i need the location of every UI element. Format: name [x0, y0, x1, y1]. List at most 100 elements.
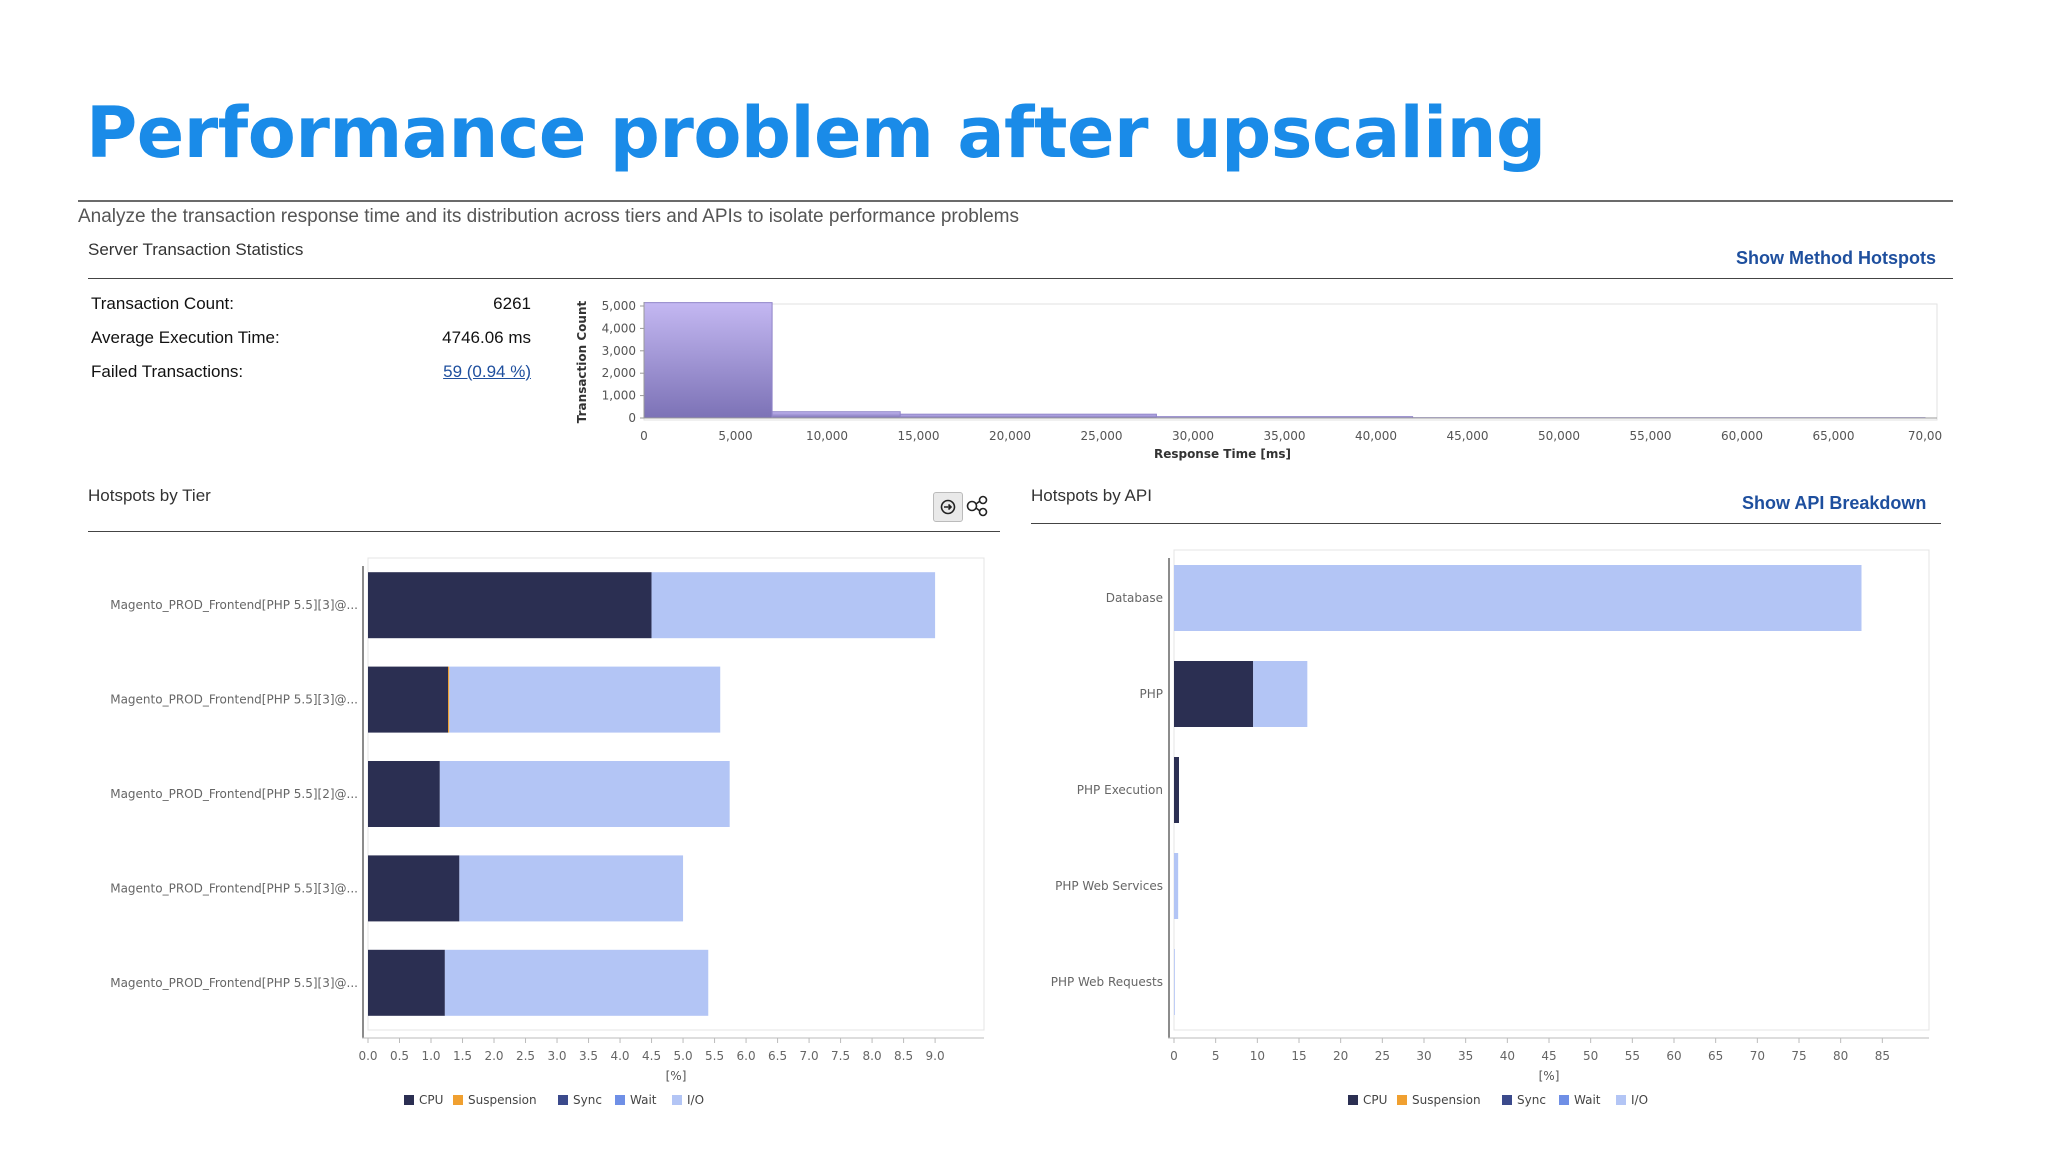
tier-flow-icon[interactable]: [964, 492, 992, 520]
histogram-bar: [771, 411, 901, 419]
x-tick-label: 45,000: [1447, 429, 1489, 443]
x-tick-label: 2.0: [484, 1049, 503, 1063]
category-label: PHP Execution: [1077, 783, 1163, 797]
bar-cpu: [368, 572, 652, 639]
x-tick-label: 40: [1500, 1049, 1515, 1063]
x-tick-label: 80: [1833, 1049, 1848, 1063]
x-tick-label: 25,000: [1081, 429, 1123, 443]
stats-table: Transaction Count: 6261 Average Executio…: [91, 294, 531, 396]
bar-cpu: [368, 949, 445, 1016]
server-stats-label: Server Transaction Statistics: [88, 240, 304, 259]
legend-label: Wait: [1574, 1093, 1601, 1107]
bar-io: [1253, 661, 1308, 727]
legend-label: Wait: [630, 1093, 657, 1107]
bar-cpu: [368, 761, 440, 827]
legend-swatch: [1397, 1095, 1407, 1105]
stat-label: Transaction Count:: [91, 294, 234, 313]
x-tick-label: 20,000: [989, 429, 1031, 443]
bar-io: [1174, 565, 1862, 631]
bar-io: [449, 666, 721, 733]
category-label: Magento_PROD_Frontend[PHP 5.5][3]@...: [110, 976, 358, 990]
legend-label: CPU: [419, 1093, 443, 1107]
legend-swatch: [1559, 1095, 1569, 1105]
legend-swatch: [558, 1095, 568, 1105]
category-label: Magento_PROD_Frontend[PHP 5.5][3]@...: [110, 693, 358, 707]
x-tick-label: 65: [1708, 1049, 1723, 1063]
hotspots-api-divider: [1031, 523, 1941, 524]
category-label: Magento_PROD_Frontend[PHP 5.5][2]@...: [110, 787, 358, 801]
x-tick-label: 40,000: [1355, 429, 1397, 443]
stat-value: 4746.06 ms: [442, 328, 531, 347]
x-tick-label: 1.0: [421, 1049, 440, 1063]
x-tick-label: 5.0: [674, 1049, 693, 1063]
bar-cpu: [1174, 661, 1254, 727]
x-tick-label: 50,000: [1538, 429, 1580, 443]
x-tick-label: 5.5: [705, 1049, 724, 1063]
x-tick-label: 5,000: [718, 429, 752, 443]
x-tick-label: 6.5: [768, 1049, 787, 1063]
legend-label: CPU: [1363, 1093, 1387, 1107]
bar-io: [1174, 949, 1175, 1015]
hotspots-by-tier-chart: Magento_PROD_Frontend[PHP 5.5][3]@... Mag…: [110, 557, 985, 1107]
stat-value: 6261: [493, 294, 531, 313]
y-tick-label: 4,000: [602, 321, 636, 335]
legend-swatch: [615, 1095, 625, 1105]
legend-swatch: [453, 1095, 463, 1105]
y-axis-label: Transaction Count: [575, 301, 589, 424]
x-tick-label: 10: [1250, 1049, 1265, 1063]
response-time-histogram: 5,000 4,000 3,000 2,000 1,000 00 5,000 10,000 15…: [575, 299, 1942, 461]
tier-view-toggle-icon[interactable]: [933, 492, 963, 522]
bar-cpu: [1174, 757, 1179, 823]
y-tick-label: 1,000: [602, 389, 636, 403]
x-tick-label: 70,00: [1908, 429, 1942, 443]
x-tick-label: 75: [1791, 1049, 1806, 1063]
legend-swatch: [1502, 1095, 1512, 1105]
x-tick-label: 70: [1750, 1049, 1765, 1063]
legend-label: I/O: [1631, 1093, 1648, 1107]
chart-legend: CPU Suspension Sync Wait I/O: [404, 1093, 704, 1107]
y-tick-label: 3,000: [602, 344, 636, 358]
bar-cpu: [368, 666, 449, 733]
category-label: PHP Web Requests: [1051, 975, 1163, 989]
stat-label: Failed Transactions:: [91, 362, 244, 381]
x-tick-label: 0: [640, 429, 648, 443]
x-tick-label: 8.5: [894, 1049, 913, 1063]
page-title: Performance problem after upscaling: [86, 92, 1546, 174]
hotspots-by-api-chart: Database PHP PHP Execution PHP Web Services…: [1051, 549, 1930, 1107]
bar-io: [1174, 853, 1179, 919]
x-tick-label: 0: [1170, 1049, 1178, 1063]
x-tick-label: 5: [1212, 1049, 1220, 1063]
x-tick-label: 25: [1375, 1049, 1390, 1063]
legend-swatch: [1616, 1095, 1626, 1105]
x-tick-label: 2.5: [516, 1049, 535, 1063]
x-tick-label: 6.0: [737, 1049, 756, 1063]
x-tick-label: 35,000: [1264, 429, 1306, 443]
x-tick-label: 45: [1541, 1049, 1556, 1063]
legend-swatch: [1348, 1095, 1358, 1105]
legend-label: Sync: [1517, 1093, 1546, 1107]
histogram-bar: [643, 302, 773, 419]
failed-transactions-link[interactable]: 59 (0.94 %): [443, 362, 531, 381]
legend-label: Suspension: [468, 1093, 537, 1107]
x-tick-label: 0.0: [358, 1049, 377, 1063]
hotspots-tier-label: Hotspots by Tier: [88, 486, 211, 505]
x-tick-label: 7.5: [831, 1049, 850, 1063]
y-tick-label: 5,000: [602, 299, 636, 313]
x-tick-label: 1.5: [453, 1049, 472, 1063]
show-method-hotspots-link[interactable]: Show Method Hotspots: [1736, 248, 1936, 268]
legend-label: Sync: [573, 1093, 602, 1107]
show-api-breakdown-link[interactable]: Show API Breakdown: [1742, 493, 1927, 513]
hotspots-api-label: Hotspots by API: [1031, 486, 1152, 505]
histogram-bar: [899, 413, 1157, 419]
x-tick-label: 3.0: [547, 1049, 566, 1063]
legend-label: Suspension: [1412, 1093, 1481, 1107]
x-tick-label: 3.5: [579, 1049, 598, 1063]
bar-io: [651, 572, 936, 639]
x-tick-label: 30: [1416, 1049, 1431, 1063]
page-subtitle: Analyze the transaction response time an…: [78, 206, 1019, 227]
legend-label: I/O: [687, 1093, 704, 1107]
x-axis-label: [%]: [1539, 1069, 1560, 1083]
x-tick-label: 10,000: [806, 429, 848, 443]
x-tick-label: 7.0: [800, 1049, 819, 1063]
x-tick-label: 60,000: [1721, 429, 1763, 443]
